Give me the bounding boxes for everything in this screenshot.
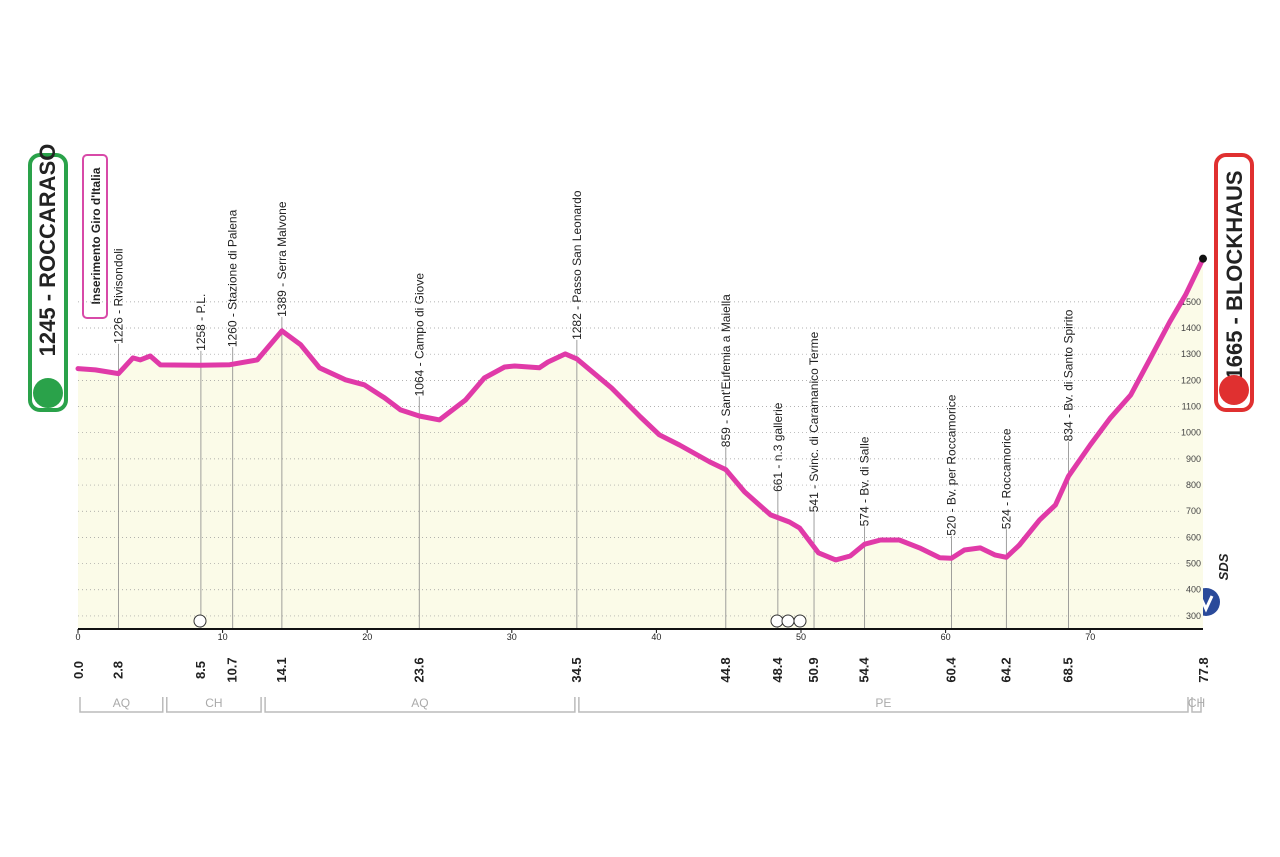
finish-box [1214,153,1254,412]
x-tick-label: 20 [362,632,372,642]
waypoint-label: 1282 - Passo San Leonardo [570,190,584,340]
region-bracket [1191,697,1202,713]
waypoint-label: 520 - Bv. per Roccamorice [944,394,958,535]
km-label: 2.8 [110,661,125,679]
y-tick-label: 900 [1186,454,1201,464]
plot: 3004005006007008009001000110012001300140… [71,190,1211,713]
y-tick-label: 1400 [1181,323,1201,333]
y-tick-label: 800 [1186,480,1201,490]
km-label: 54.4 [857,657,872,683]
region-label: PE [875,696,891,710]
km-label: 14.1 [274,657,289,682]
region-label: CH [205,696,222,710]
waypoint-label: 1064 - Campo di Giove [412,273,426,397]
tunnel-icon [770,614,784,628]
start-label: 1245 - ROCCARASO [35,144,60,357]
y-tick-label: 1200 [1181,375,1201,385]
km-label: 44.8 [718,657,733,682]
profile-fill [78,258,1203,629]
km-label: 77.8 [1196,657,1211,682]
x-tick-label: 10 [218,632,228,642]
km-label: 23.6 [411,657,426,682]
region-label: AQ [113,696,130,710]
x-tick-label: 60 [941,632,951,642]
km-label: 34.5 [569,657,584,682]
y-tick-label: 700 [1186,506,1201,516]
y-tick-label: 1500 [1181,297,1201,307]
waypoint-label: 859 - Sant'Eufemia a Maiella [719,294,733,447]
x-tick-label: 50 [796,632,806,642]
x-tick-label: 30 [507,632,517,642]
finish-label: 1665 - BLOCKHAUS [1222,170,1247,379]
waypoint-label: 541 - Svinc. di Caramanico Terme [807,331,821,512]
region-bracket [79,697,164,713]
y-tick-label: 500 [1186,559,1201,569]
region-bracket [264,697,576,713]
start-box [28,153,68,412]
waypoint-label: 574 - Bv. di Salle [858,436,872,526]
x-tick-label: 40 [651,632,661,642]
crossing-icon [193,614,207,628]
km-label: 8.5 [193,661,208,679]
region-bracket [578,697,1189,713]
km-label: 64.2 [998,657,1013,682]
note-box [82,154,108,319]
finish-dot [1199,254,1207,263]
tunnel-icon [793,614,807,628]
logo: SDS [1216,553,1231,580]
profile-line [75,256,1206,563]
km-label: 0.0 [71,661,86,679]
note: Inserimento Giro d'Italia [89,167,103,304]
waypoint-label: 1389 - Serra Malvone [275,201,289,317]
km-label: 50.9 [806,657,821,682]
km-label: 10.7 [225,657,240,682]
waypoint-label: 1258 - P.L. [194,294,208,351]
finish-icon [1219,375,1249,405]
y-tick-label: 1300 [1181,349,1201,359]
region-label: CH [1188,696,1205,710]
km-label: 60.4 [943,657,958,683]
tunnel-icon [781,614,795,628]
y-tick-label: 300 [1186,611,1201,621]
waypoint-label: 661 - n.3 gallerie [771,402,785,492]
waypoint-label: 834 - Bv. di Santo Spirito [1062,309,1076,441]
waypoint-label: 1226 - Rivisondoli [111,248,125,343]
y-tick-label: 600 [1186,532,1201,542]
region-label: AQ [411,696,428,710]
y-tick-label: 1000 [1181,428,1201,438]
waypoint-label: 1260 - Stazione di Palena [226,209,240,347]
km-label: 68.5 [1061,657,1076,682]
x-tick-label: 70 [1085,632,1095,642]
y-tick-label: 400 [1186,585,1201,595]
waypoint-label: 524 - Roccamorice [999,428,1013,529]
km-label: 48.4 [770,657,785,683]
x-tick-label: 0 [75,632,80,642]
y-tick-label: 1100 [1182,402,1201,412]
region-bracket [166,697,262,713]
start-icon [33,378,63,408]
